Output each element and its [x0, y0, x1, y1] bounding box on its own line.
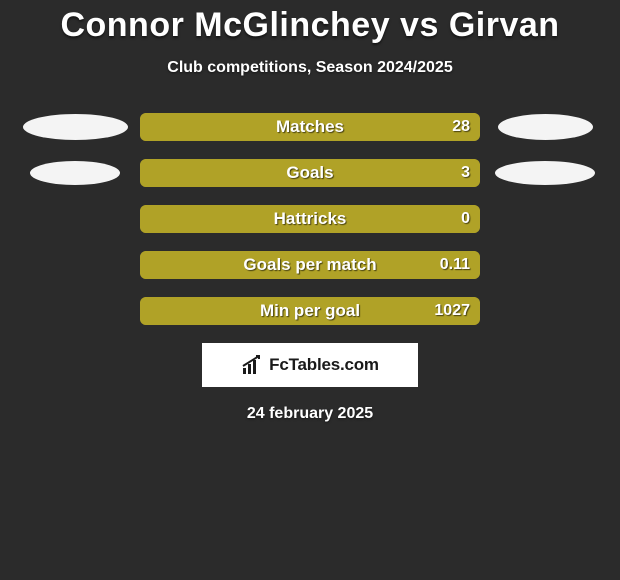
fctables-logo: FcTables.com	[202, 343, 418, 387]
stat-row-gpm: Goals per match 0.11	[0, 251, 620, 279]
player-ellipse-left	[30, 161, 120, 185]
page-title: Connor McGlinchey vs Girvan	[0, 6, 620, 45]
right-slot	[480, 161, 610, 185]
right-slot	[480, 114, 610, 140]
stat-row-hattricks: Hattricks 0	[0, 205, 620, 233]
player-ellipse-right	[495, 161, 595, 185]
bar-value: 0	[461, 210, 470, 228]
bar-track: Hattricks 0	[140, 205, 480, 233]
bar-label: Min per goal	[140, 301, 480, 321]
bar-track: Goals 3	[140, 159, 480, 187]
left-slot	[10, 161, 140, 185]
bar-label: Goals	[140, 163, 480, 183]
stat-row-matches: Matches 28	[0, 113, 620, 141]
logo-text: FcTables.com	[269, 355, 379, 375]
stat-row-goals: Goals 3	[0, 159, 620, 187]
footer-date: 24 february 2025	[0, 405, 620, 423]
bar-label: Hattricks	[140, 209, 480, 229]
bar-value: 3	[461, 164, 470, 182]
player-ellipse-left	[23, 114, 128, 140]
bar-label: Goals per match	[140, 255, 480, 275]
comparison-infographic: Connor McGlinchey vs Girvan Club competi…	[0, 0, 620, 423]
bars-chart-icon	[241, 354, 263, 376]
bar-value: 1027	[434, 302, 470, 320]
stat-row-mpg: Min per goal 1027	[0, 297, 620, 325]
bar-value: 28	[452, 118, 470, 136]
bar-label: Matches	[140, 117, 480, 137]
left-slot	[10, 114, 140, 140]
bar-track: Min per goal 1027	[140, 297, 480, 325]
subtitle: Club competitions, Season 2024/2025	[0, 59, 620, 77]
bar-track: Goals per match 0.11	[140, 251, 480, 279]
bar-value: 0.11	[440, 256, 470, 274]
player-ellipse-right	[498, 114, 593, 140]
bar-track: Matches 28	[140, 113, 480, 141]
